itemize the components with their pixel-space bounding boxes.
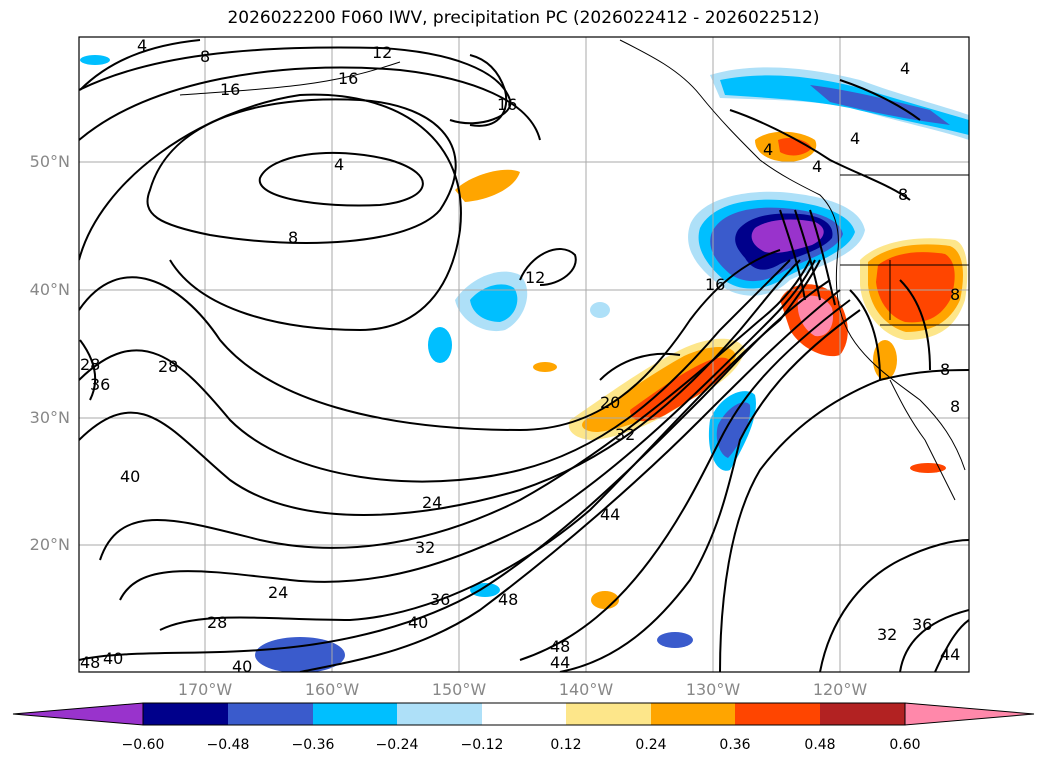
- precip-negative-midpac-core: [470, 284, 518, 322]
- precip-negative-blob: [255, 637, 345, 672]
- map-frame: [79, 37, 969, 672]
- lon-label-170w: 170°W: [177, 680, 233, 699]
- precip-negative-blob: [80, 55, 110, 65]
- colorbar-segment: [482, 703, 566, 725]
- contour-label: 8: [898, 185, 908, 204]
- precip-negative-blob: [657, 632, 693, 648]
- precip-positive-blob: [533, 362, 557, 372]
- contour-label: 48: [550, 637, 570, 656]
- lat-label-30n: 30°N: [29, 408, 70, 427]
- colorbar-tick-label: 0.60: [889, 737, 921, 753]
- coastlines: [179, 39, 969, 501]
- colorbar-segment: [651, 703, 735, 725]
- contour-label: 4: [850, 129, 860, 148]
- lon-label-140w: 140°W: [558, 680, 614, 699]
- colorbar-tick-label: −0.48: [206, 737, 250, 753]
- contour-label: 8: [288, 228, 298, 247]
- lon-label-120w: 120°W: [812, 680, 868, 699]
- lat-label-40n: 40°N: [29, 280, 70, 299]
- colorbar-extend-right: [904, 702, 1035, 726]
- iwv-contours: [79, 39, 969, 672]
- colorbar-segment: [143, 703, 228, 725]
- precip-negative-blob: [590, 302, 610, 318]
- precip-positive-bc-core: [778, 137, 812, 156]
- colorbar-tick-label: −0.24: [375, 737, 419, 753]
- contour-label: 32: [615, 425, 635, 444]
- contour-label: 28: [158, 357, 178, 376]
- contour-label: 32: [415, 538, 435, 557]
- precip-positive-plume-3: [630, 357, 731, 422]
- contour-label: 12: [372, 43, 392, 62]
- precip-positive-inland-3: [876, 252, 955, 323]
- contour-label: 36: [90, 375, 110, 394]
- contour-label: 28: [207, 613, 227, 632]
- colorbar-segment: [735, 703, 820, 725]
- contour-label: 20: [600, 393, 620, 412]
- colorbar-segment: [566, 703, 651, 725]
- lon-label-150w: 150°W: [431, 680, 487, 699]
- contour-label: 40: [120, 467, 140, 486]
- contour-label: 4: [812, 157, 822, 176]
- contour-label: 4: [334, 155, 344, 174]
- contour-label: 44: [940, 645, 960, 664]
- contour-label: 16: [705, 275, 725, 294]
- contour-label: 8: [200, 47, 210, 66]
- contour-label: 4: [900, 59, 910, 78]
- contour-labels: 4 8 12 16 16 16 4 8 4 4 4 8 12 16 28 28 …: [80, 36, 960, 676]
- colorbar-tick-label: 0.12: [550, 737, 582, 753]
- colorbar-segment: [313, 703, 397, 725]
- contour-label: 36: [912, 615, 932, 634]
- colorbar-tick-label: −0.60: [121, 737, 165, 753]
- contour-label: 12: [525, 268, 545, 287]
- contour-label: 8: [940, 360, 950, 379]
- precip-shading: [80, 55, 969, 672]
- contour-label: 16: [338, 69, 358, 88]
- contour-label: 4: [763, 140, 773, 159]
- page-title: 2026022200 F060 IWV, precipitation PC (2…: [227, 8, 820, 28]
- colorbar-tick-label: −0.36: [291, 737, 335, 753]
- colorbar-tick-label: −0.12: [460, 737, 504, 753]
- contour-label: 24: [268, 583, 288, 602]
- colorbar-segment: [820, 703, 905, 725]
- precip-positive-blob: [910, 463, 946, 473]
- precip-negative-blob: [428, 327, 452, 363]
- contour-label: 16: [497, 95, 517, 114]
- colorbar-tick-label: 0.48: [804, 737, 836, 753]
- contour-label: 36: [430, 590, 450, 609]
- colorbar-extend-left: [12, 702, 144, 726]
- contour-label: 44: [600, 505, 620, 524]
- precip-positive-coast-core: [797, 295, 834, 337]
- lat-label-50n: 50°N: [29, 152, 70, 171]
- contour-label: 28: [80, 355, 100, 374]
- colorbar-tick-label: 0.36: [719, 737, 751, 753]
- contour-label: 44: [550, 653, 570, 672]
- contour-label: 8: [950, 285, 960, 304]
- contour-label: 8: [950, 397, 960, 416]
- precip-negative-ne-strong: [810, 85, 950, 125]
- contour-label: 24: [422, 493, 442, 512]
- contour-label: 32: [877, 625, 897, 644]
- contour-label: 48: [80, 653, 100, 672]
- lat-label-20n: 20°N: [29, 535, 70, 554]
- precip-negative-offshore-core: [716, 402, 751, 458]
- lon-label-160w: 160°W: [304, 680, 360, 699]
- colorbar-segment: [397, 703, 482, 725]
- colorbar: [12, 702, 1035, 726]
- precip-negative-blob: [470, 583, 500, 597]
- contour-label: 16: [220, 80, 240, 99]
- colorbar-segment: [228, 703, 313, 725]
- map-border: [78, 36, 970, 673]
- colorbar-border: [142, 702, 906, 726]
- lon-label-130w: 130°W: [685, 680, 741, 699]
- contour-label: 40: [103, 649, 123, 668]
- contour-label: 4: [137, 36, 147, 55]
- contour-label: 40: [232, 657, 252, 676]
- colorbar-tick-label: 0.24: [635, 737, 667, 753]
- map-content: 4 8 12 16 16 16 4 8 4 4 4 8 12 16 28 28 …: [79, 36, 969, 676]
- contour-label: 40: [408, 613, 428, 632]
- precip-positive-midpac: [455, 169, 520, 202]
- contour-label: 48: [498, 590, 518, 609]
